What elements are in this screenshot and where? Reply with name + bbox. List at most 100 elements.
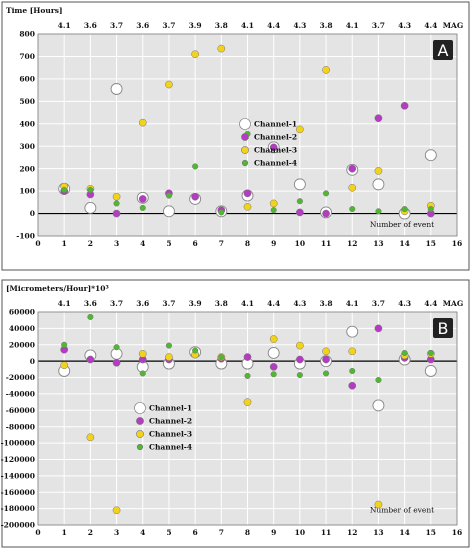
data-point-channel-4 <box>244 372 251 379</box>
y-tick-label: 400 <box>19 119 35 128</box>
y-tick-label: 20000 <box>9 340 35 349</box>
data-point-channel-3 <box>165 353 173 361</box>
data-point-channel-4 <box>323 370 330 377</box>
data-point-channel-2 <box>322 209 330 218</box>
data-point-channel-2 <box>374 114 383 123</box>
data-point-channel-1 <box>293 178 306 191</box>
x-tick-label: 8 <box>245 528 250 537</box>
data-point-channel-3 <box>269 199 278 208</box>
x-tick-label: 15 <box>426 239 436 248</box>
x-tick-label: 5 <box>166 239 171 248</box>
mag-label: MAG <box>443 21 464 30</box>
mag-value: 3.7 <box>162 21 175 30</box>
mag-value: 3.8 <box>320 299 333 308</box>
y-tick-label: -140000 <box>1 471 35 480</box>
data-point-channel-2 <box>191 192 199 201</box>
y-tick-label: 0 <box>30 357 35 366</box>
x-axis-label: Number of event <box>370 220 434 229</box>
data-point-channel-3 <box>138 118 147 127</box>
data-point-channel-4 <box>87 186 94 194</box>
x-tick-label: 14 <box>399 239 409 248</box>
data-point-channel-4 <box>270 207 277 214</box>
data-point-channel-2 <box>374 324 383 333</box>
legend-marker <box>241 133 249 141</box>
data-point-channel-3 <box>243 202 252 211</box>
mag-value: 3.6 <box>84 21 97 30</box>
y-tick-label: 100 <box>19 187 35 196</box>
data-point-channel-3 <box>112 192 121 201</box>
mag-value: 4.4 <box>267 21 280 30</box>
data-point-channel-3 <box>138 349 147 358</box>
data-point-channel-2 <box>243 189 252 198</box>
data-point-channel-2 <box>138 195 147 203</box>
data-point-channel-3 <box>165 80 173 89</box>
y-tick-label: -100 <box>16 232 35 241</box>
mag-value: 3.9 <box>189 21 202 30</box>
data-point-channel-4 <box>192 347 199 354</box>
mag-value: 3.8 <box>215 299 228 308</box>
y-tick-label: -60000 <box>6 406 35 415</box>
y-tick-label: -80000 <box>6 422 35 431</box>
mag-value: 4.1 <box>58 299 71 308</box>
mag-value: 3.7 <box>372 299 385 308</box>
data-point-channel-3 <box>60 361 69 370</box>
y-tick-label: -180000 <box>1 504 35 513</box>
y-tick-label: -40000 <box>6 390 35 399</box>
data-point-channel-4 <box>218 354 225 361</box>
data-point-channel-2 <box>86 355 95 364</box>
x-tick-label: 6 <box>193 528 198 537</box>
panel-badge-label: B <box>438 319 449 338</box>
x-tick-label: 9 <box>271 528 276 537</box>
data-point-channel-4 <box>139 370 146 377</box>
data-point-channel-3 <box>296 125 304 134</box>
data-point-channel-1 <box>372 178 385 191</box>
data-point-channel-2 <box>348 381 357 390</box>
data-point-channel-2 <box>348 164 357 173</box>
data-point-channel-2 <box>269 143 278 152</box>
data-point-channel-1 <box>267 347 280 359</box>
x-tick-label: 4 <box>140 528 145 537</box>
mag-value: 4.1 <box>241 21 254 30</box>
data-point-channel-2 <box>296 208 304 217</box>
data-point-channel-2 <box>112 209 121 218</box>
plot-border <box>37 311 458 526</box>
data-point-channel-3 <box>348 347 357 356</box>
x-tick-label: 10 <box>295 528 305 537</box>
x-tick-label: 11 <box>321 528 331 537</box>
data-point-channel-1 <box>346 325 359 338</box>
x-tick-label: 12 <box>347 528 357 537</box>
data-point-channel-3 <box>348 183 357 192</box>
data-point-channel-3 <box>296 341 304 350</box>
y-tick-label: 500 <box>19 97 35 106</box>
data-point-channel-1 <box>424 365 437 377</box>
x-tick-label: 12 <box>347 239 357 248</box>
data-point-channel-4 <box>61 341 68 348</box>
data-point-channel-4 <box>113 344 120 351</box>
mag-value: 4.1 <box>346 21 359 30</box>
x-tick-label: 9 <box>271 239 276 248</box>
data-point-channel-4 <box>165 342 172 349</box>
y-tick-label: -160000 <box>1 488 35 497</box>
x-tick-label: 3 <box>114 528 119 537</box>
data-point-channel-3 <box>243 398 252 406</box>
x-tick-label: 15 <box>426 528 436 537</box>
panel-badge <box>433 40 453 60</box>
data-point-channel-4 <box>401 206 408 213</box>
data-point-channel-2 <box>112 358 121 367</box>
mag-value: 4.4 <box>267 299 280 308</box>
legend-marker <box>239 118 251 130</box>
mag-value: 4.3 <box>293 21 306 30</box>
mag-value: 3.6 <box>136 299 149 308</box>
x-tick-label: 13 <box>373 239 383 248</box>
data-point-channel-3 <box>322 66 330 74</box>
plot-border <box>37 33 458 237</box>
x-tick-label: 0 <box>35 239 40 248</box>
data-point-channel-4 <box>192 163 199 170</box>
legend-label: Channel-1 <box>149 404 192 413</box>
x-tick-label: 10 <box>295 239 305 248</box>
data-point-channel-4 <box>218 209 225 216</box>
x-tick-label: 16 <box>452 528 462 537</box>
y-tick-label: -200000 <box>1 521 35 530</box>
data-point-channel-4 <box>139 204 146 211</box>
data-point-channel-4 <box>113 200 120 207</box>
